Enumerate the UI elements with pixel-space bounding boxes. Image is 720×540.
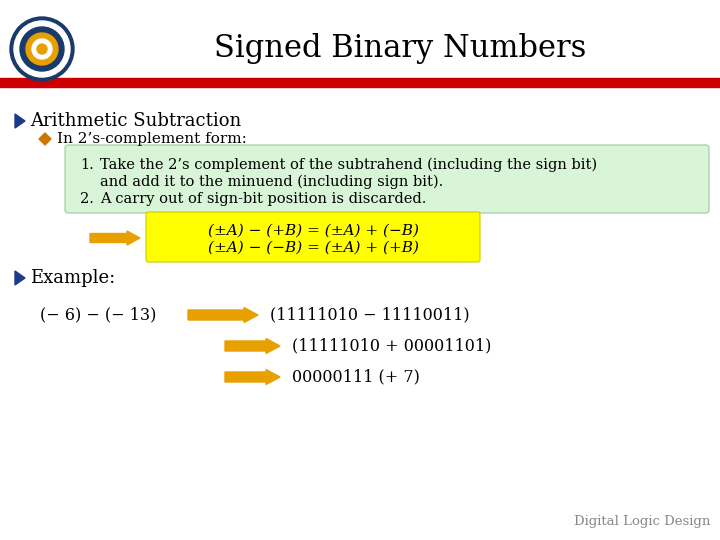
Circle shape — [20, 27, 64, 71]
Circle shape — [32, 39, 52, 59]
Polygon shape — [39, 133, 51, 145]
Text: and add it to the minuend (including sign bit).: and add it to the minuend (including sig… — [100, 175, 444, 190]
Circle shape — [14, 21, 70, 77]
Polygon shape — [15, 114, 25, 128]
Text: Arithmetic Subtraction: Arithmetic Subtraction — [30, 112, 241, 130]
FancyArrow shape — [90, 231, 140, 245]
Text: Digital Logic Design: Digital Logic Design — [574, 515, 710, 528]
FancyArrow shape — [188, 307, 258, 322]
Text: Example:: Example: — [30, 269, 115, 287]
Text: 2.: 2. — [80, 192, 94, 206]
Text: In 2’s-complement form:: In 2’s-complement form: — [57, 132, 247, 146]
Polygon shape — [15, 271, 25, 285]
FancyArrow shape — [225, 339, 280, 354]
Circle shape — [26, 33, 58, 65]
FancyArrow shape — [225, 369, 280, 384]
Bar — [0, 78, 720, 87]
Text: (11111010 − 11110011): (11111010 − 11110011) — [270, 307, 469, 323]
Bar — [0, 0, 720, 80]
Text: Signed Binary Numbers: Signed Binary Numbers — [214, 33, 586, 64]
Text: 00000111 (+ 7): 00000111 (+ 7) — [292, 368, 420, 386]
Text: (±A) − (+B) = (±A) + (−B): (±A) − (+B) = (±A) + (−B) — [207, 224, 418, 238]
Circle shape — [10, 17, 74, 81]
Text: (±A) − (−B) = (±A) + (+B): (±A) − (−B) = (±A) + (+B) — [207, 241, 418, 255]
Text: (− 6) − (− 13): (− 6) − (− 13) — [40, 307, 156, 323]
Text: A carry out of sign-bit position is discarded.: A carry out of sign-bit position is disc… — [100, 192, 426, 206]
FancyBboxPatch shape — [146, 212, 480, 262]
Circle shape — [37, 44, 47, 54]
Text: 1.: 1. — [80, 158, 94, 172]
Text: Take the 2’s complement of the subtrahend (including the sign bit): Take the 2’s complement of the subtrahen… — [100, 158, 597, 172]
Text: (11111010 + 00001101): (11111010 + 00001101) — [292, 338, 491, 354]
FancyBboxPatch shape — [65, 145, 709, 213]
